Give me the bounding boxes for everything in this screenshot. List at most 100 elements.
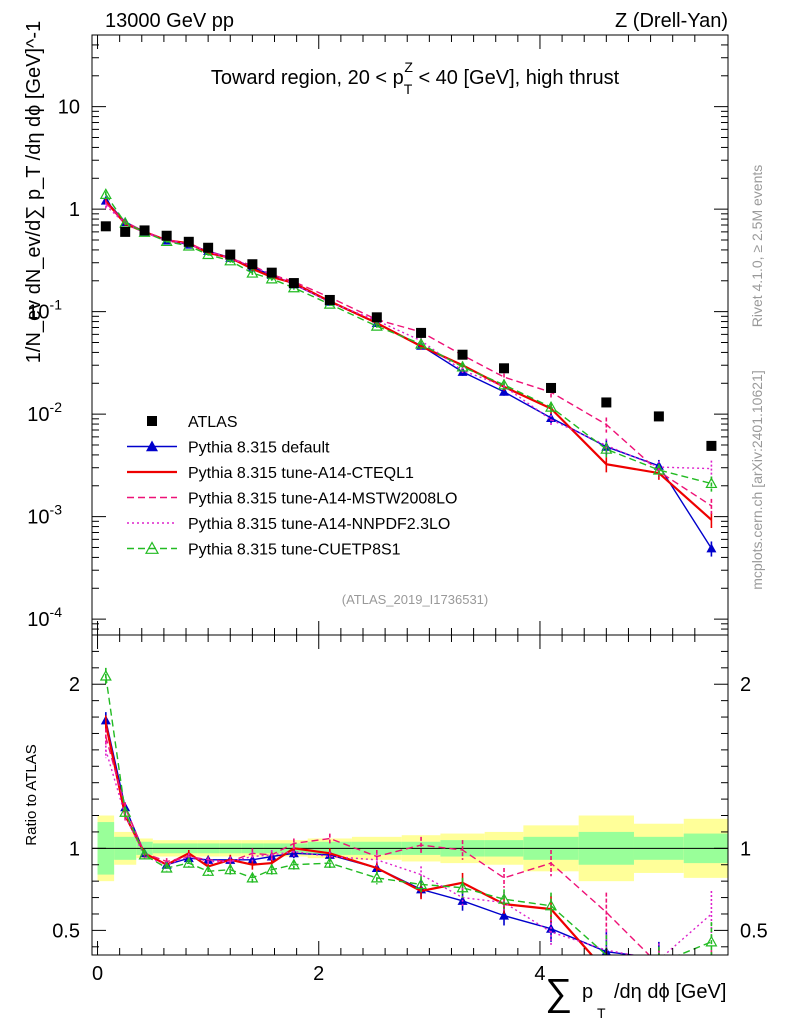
y-axis-label-text: 1/N_ev dN_ev/d∑ p_T /dη dϕ [GeV]^-1 [23, 21, 45, 363]
mc5-ratio-marker-0 [99, 669, 112, 681]
legend-label-0: ATLAS [188, 414, 238, 431]
legend-item-2: Pythia 8.315 tune-A14-CTEQL1 [127, 465, 414, 482]
y-tick-label-0: 10 [58, 97, 80, 119]
x-tick-label-2: 2 [313, 963, 324, 985]
mc5-main-marker-8 [265, 272, 278, 284]
legend-label-3: Pythia 8.315 tune-A14-MSTW2008LO [188, 491, 457, 508]
legend-label-4: Pythia 8.315 tune-A14-NNPDF2.3LO [188, 516, 450, 533]
atlas-points [100, 221, 717, 451]
ratio-tick-left-2: 2 [69, 674, 80, 696]
mc5-ratio-marker-14 [497, 892, 511, 904]
legend-item-3: Pythia 8.315 tune-A14-MSTW2008LO [127, 491, 457, 508]
ratio-tick-right-2: 2 [740, 674, 751, 696]
mc5-main-marker-14 [497, 378, 511, 390]
y-tick-exp-3: -2 [50, 399, 63, 415]
atlas-point-3 [161, 230, 172, 241]
mc5-ratio-marker-2 [138, 848, 151, 860]
atlas-point-13 [457, 349, 468, 360]
x-axis-sub: T [597, 1005, 606, 1021]
y-tick-exp-5: -4 [50, 604, 63, 620]
y-axis-label: 1/N_ev dN_ev/d∑ p_T /dη dϕ [GeV]^-1 [23, 21, 45, 363]
ratio-curves [99, 667, 718, 955]
legend-label-2: Pythia 8.315 tune-A14-CTEQL1 [188, 465, 414, 482]
atlas-point-11 [371, 312, 382, 323]
legend-item-0: ATLAS [147, 414, 238, 431]
mc5-main-marker-12 [415, 337, 428, 349]
mc5-ratio-marker-5 [202, 865, 215, 876]
atlas-point-4 [183, 236, 194, 247]
mc5-ratio-marker-6 [224, 863, 237, 875]
y-tick-exp-2: -1 [50, 297, 63, 313]
rivet-label: Rivet 4.1.0, ≥ 2.5M events [749, 165, 765, 328]
mc5-main-marker-5 [202, 248, 215, 260]
atlas-point-17 [653, 411, 664, 422]
atlas-point-14 [499, 363, 510, 374]
legend-item-1: Pythia 8.315 default [127, 440, 330, 457]
mc5-ratio-marker-18 [705, 935, 718, 947]
header-left: 13000 GeV pp [105, 10, 234, 32]
atlas-point-18 [706, 440, 717, 451]
legend-item-5: Pythia 8.315 tune-CUETP8S1 [127, 541, 401, 559]
ratio-tick-right-0: 0.5 [740, 920, 768, 942]
mc5-main-marker-11 [370, 319, 383, 331]
mc5-ratio-marker-12 [415, 878, 428, 890]
mc5-main-marker-3 [160, 235, 173, 247]
mc5-ratio-marker-10 [323, 856, 336, 868]
legend-item-4: Pythia 8.315 tune-A14-NNPDF2.3LO [127, 516, 450, 533]
mc5-main-marker-6 [224, 254, 237, 266]
mc3-main-line [105, 202, 712, 507]
mc5-ratio-marker-3 [160, 861, 173, 873]
atlas-point-6 [225, 249, 236, 260]
atlas-point-9 [288, 278, 299, 289]
legend-marker-1 [146, 440, 158, 452]
plot-title-sup: Z [404, 59, 413, 75]
mc5-main-marker-15 [545, 400, 558, 412]
ratio-frame [91, 634, 729, 956]
plot-title-sub: T [404, 81, 413, 97]
plot-title-main: Toward region, 20 < p [211, 67, 404, 89]
atlas-point-0 [100, 221, 111, 232]
legend-label-1: Pythia 8.315 default [188, 440, 330, 457]
legend-marker-0 [147, 416, 157, 426]
ratio-tick-left-0: 0.5 [52, 920, 80, 942]
mc5-ratio-marker-4 [182, 856, 195, 868]
y-tick-label-3: 10-2 [27, 399, 62, 426]
atlas-point-7 [247, 259, 258, 270]
atlas-point-5 [203, 242, 214, 253]
atlas-point-12 [416, 327, 427, 338]
mc5-main-marker-13 [456, 360, 469, 372]
x-tick-label-4: 4 [534, 963, 545, 985]
mc5-ratio-marker-7 [246, 871, 259, 883]
atlas-point-15 [546, 382, 557, 393]
mc5-ratio-group [99, 667, 718, 955]
atlas-point-2 [139, 225, 150, 236]
mc5-main-marker-18 [705, 477, 718, 489]
legend-label-5: Pythia 8.315 tune-CUETP8S1 [188, 542, 401, 559]
mc5-main-marker-16 [600, 442, 613, 454]
mc5-ratio-marker-9 [287, 858, 300, 870]
analysis-tag: (ATLAS_2019_I1736531) [342, 592, 488, 607]
atlas-point-16 [601, 397, 612, 408]
x-axis-rest: /dη dϕ [GeV] [614, 981, 726, 1003]
mc1-main-marker-18 [706, 543, 717, 553]
mc5-ratio-marker-8 [265, 863, 278, 875]
mc1-main-marker-14 [499, 386, 510, 396]
mcplots-label: mcplots.cern.ch [arXiv:2401.10621] [749, 370, 765, 589]
ratio-tick-left-1: 1 [69, 838, 80, 860]
atlas-point-1 [120, 226, 131, 237]
mc5-main-marker-0 [99, 188, 112, 199]
mc5-ratio-marker-11 [370, 871, 383, 883]
x-axis-label: ∑ p T /dη dϕ [GeV] [545, 972, 726, 1021]
mc5-ratio-marker-13 [456, 881, 469, 893]
mc1-ratio-marker-14 [499, 910, 510, 920]
mc5-main-marker-17 [652, 463, 665, 475]
mc5-main-marker-7 [246, 266, 259, 278]
ratio-axis-label: Ratio to ATLAS [23, 744, 40, 845]
atlas-point-10 [324, 294, 335, 305]
x-tick-label-0: 0 [92, 963, 103, 985]
plot-title: Toward region, 20 < pTZ < 40 [GeV], high… [211, 59, 620, 97]
y-tick-label-1: 1 [69, 199, 80, 221]
